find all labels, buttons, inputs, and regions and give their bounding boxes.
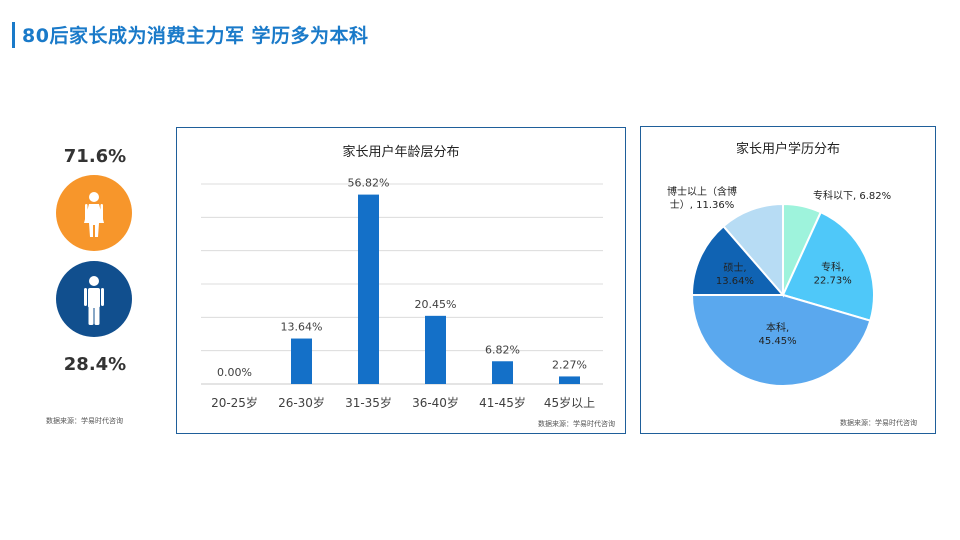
female-circle bbox=[56, 175, 132, 251]
x-tick-label: 45岁以上 bbox=[544, 395, 595, 410]
bar-data-label: 0.00% bbox=[217, 366, 252, 379]
education-chart-title: 家长用户学历分布 bbox=[735, 142, 840, 157]
bar-data-label: 56.82% bbox=[348, 177, 390, 190]
bar bbox=[425, 315, 446, 384]
male-percent: 28.4% bbox=[63, 354, 127, 375]
pie-slice bbox=[690, 224, 786, 296]
bar-data-label: 20.45% bbox=[415, 298, 457, 311]
bar-data-label: 6.82% bbox=[485, 343, 520, 356]
bar bbox=[492, 361, 513, 384]
pie-label: 专科, 22.73% bbox=[814, 260, 852, 286]
pie-label-below-college: 专科以下, 6.82% bbox=[813, 189, 891, 202]
bar bbox=[291, 338, 312, 384]
age-bar-chart: 0.00% 20-25岁 13.64% 26-30岁 56.82% 31-35岁 20.45… bbox=[201, 177, 603, 410]
x-tick-label: 36-40岁 bbox=[412, 395, 459, 410]
male-icon bbox=[84, 276, 104, 325]
education-pie-chart: 专科以下, 6.82% 专科, 22.73% 本科, 45.45% 硕士, 13.64% 博士… bbox=[667, 185, 891, 387]
page-title: 80后家长成为消费主力军 学历多为本科 bbox=[22, 25, 369, 47]
bar bbox=[358, 194, 379, 384]
x-tick-label: 26-30岁 bbox=[278, 395, 325, 410]
female-icon bbox=[84, 192, 104, 237]
pie-slice bbox=[781, 210, 875, 322]
x-tick-label: 31-35岁 bbox=[345, 395, 392, 410]
x-tick-label: 20-25岁 bbox=[211, 395, 258, 410]
pie-slice bbox=[690, 294, 872, 387]
age-chart-panel: 家长用户年龄层分布 0.00% 20-25岁 13.64% 26-30岁 56.82% 3… bbox=[176, 127, 626, 434]
male-circle bbox=[56, 261, 132, 337]
education-chart-panel: 家长用户学历分布 专科以下, 6.82% 专科, 22.73% 本科, 45.45% 硕士… bbox=[640, 126, 936, 434]
education-chart-source: 数据来源：学易时代咨询 bbox=[840, 419, 917, 427]
pie-label-doctorate: 博士以上（含博士）, 11.36% bbox=[667, 185, 737, 211]
bar-data-label: 2.27% bbox=[552, 358, 587, 371]
bar-data-label: 13.64% bbox=[281, 321, 323, 334]
age-chart-title: 家长用户年龄层分布 bbox=[342, 145, 460, 160]
pie-slice bbox=[722, 202, 784, 298]
pie-label: 硕士, 13.64% bbox=[716, 261, 754, 287]
female-percent: 71.6% bbox=[63, 146, 127, 167]
title-accent-bar bbox=[12, 22, 15, 48]
gender-source-note: 数据来源：学易时代咨询 bbox=[46, 417, 123, 425]
bar bbox=[559, 376, 580, 384]
pie-label: 本科, 45.45% bbox=[758, 321, 796, 347]
age-chart-source: 数据来源：学易时代咨询 bbox=[538, 420, 615, 428]
x-tick-label: 41-45岁 bbox=[479, 395, 526, 410]
